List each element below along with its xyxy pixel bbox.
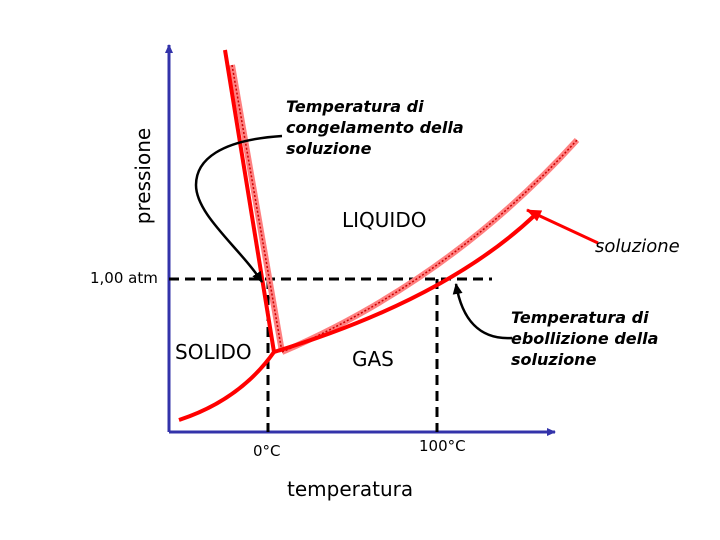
y-axis-label: pressione: [131, 127, 155, 225]
solution-annotation-arrow: [526, 208, 599, 245]
boil-temp-tick-label: 100°C: [419, 437, 466, 455]
pressure-tick-label: 1,00 atm: [90, 269, 158, 287]
x-axis-label: temperatura: [287, 477, 414, 501]
solution-solid-gas-curve: [178, 350, 276, 422]
gas-region-label: GAS: [352, 347, 394, 371]
solution-liquid-gas-curve: [273, 213, 537, 354]
boiling-annotation-text: Temperatura di ebollizione della soluzio…: [511, 308, 659, 369]
freezing-annotation-arrow: [194, 134, 283, 283]
freezing-annotation-text: Temperatura di congelamento della soluzi…: [286, 97, 464, 158]
solution-annotation-text: soluzione: [595, 236, 680, 257]
solution-solid-liquid-curve: [223, 49, 276, 353]
pure-liquid-gas-curve-dots: [281, 139, 578, 353]
liquid-region-label: LIQUIDO: [342, 208, 427, 232]
solid-region-label: SOLIDO: [175, 340, 252, 364]
boiling-annotation-arrow: [452, 283, 513, 340]
pure-solid-liquid-curve-dots: [231, 64, 283, 353]
freeze-temp-tick-label: 0°C: [253, 442, 281, 460]
